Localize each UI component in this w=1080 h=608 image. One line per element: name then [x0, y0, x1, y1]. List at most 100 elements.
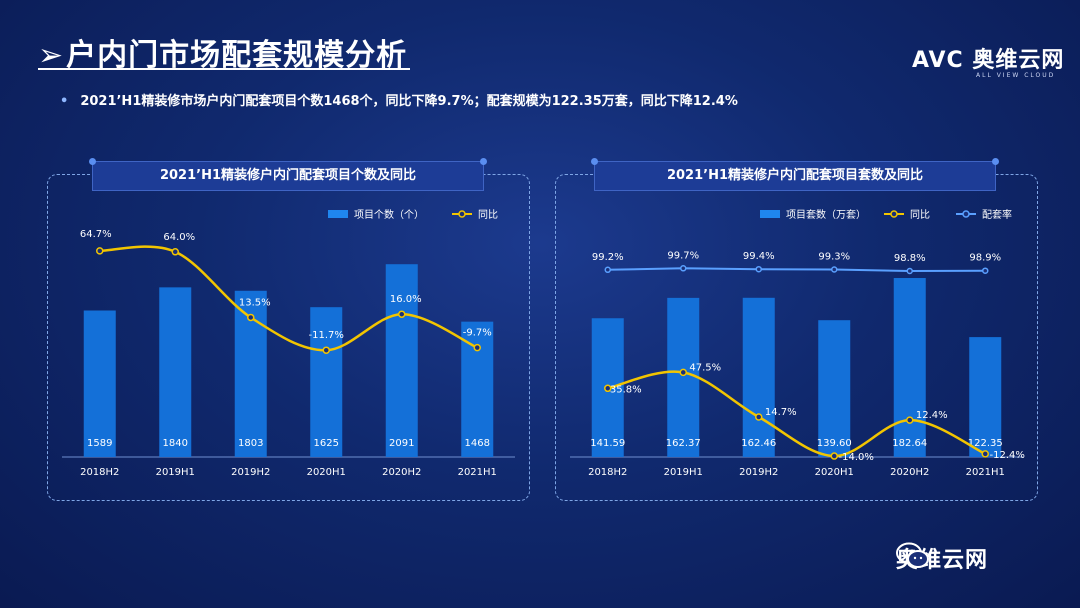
yoy-value-label: 16.0% [390, 294, 422, 305]
title-dot-left-icon [591, 158, 598, 165]
page-title-text: 户内门市场配套规模分析 [66, 38, 408, 73]
rate-point [982, 267, 989, 274]
bar [742, 297, 775, 457]
bar-value-label: 1468 [465, 438, 490, 449]
bar-value-label: 162.37 [666, 438, 701, 449]
bar-value-label: 1589 [87, 438, 112, 449]
chart-projects-svg: 项目个数（个） 同比 1589 2018H2 1840 2019H1 1803 2019H2 1… [62, 208, 515, 478]
yoy-point [906, 416, 914, 424]
x-tick-label: 2019H2 [739, 467, 778, 478]
bar [385, 264, 418, 457]
bar-value-label: 182.64 [892, 438, 927, 449]
rate-point [604, 266, 611, 274]
bar [667, 297, 700, 457]
series-line-rate [607, 267, 986, 273]
legend-marker-rate [962, 210, 970, 218]
yoy-value-label: 64.0% [163, 232, 195, 243]
chart-title-sets: 2021’H1精装修户内门配套项目套数及同比 [591, 158, 999, 191]
chart-title-sets-text: 2021’H1精装修户内门配套项目套数及同比 [666, 168, 924, 183]
bar [969, 337, 1002, 457]
bar [83, 310, 116, 457]
x-tick-label: 2021H1 [966, 467, 1005, 478]
bar-value-label: 1840 [163, 438, 188, 449]
yoy-point [398, 310, 406, 318]
x-tick-label: 2018H2 [80, 467, 119, 478]
rate-value-label: 99.2% [592, 252, 624, 263]
legend-marker-yoy [458, 210, 466, 218]
x-tick-label: 2020H1 [307, 467, 346, 478]
legend-swatch-bar [328, 210, 348, 218]
yoy-point [981, 450, 989, 458]
title-underline [38, 68, 410, 70]
bullet-dot-icon: • [60, 94, 69, 109]
legend-label: 项目个数（个） [354, 208, 424, 221]
yoy-value-label: -9.7% [463, 328, 492, 339]
bar-value-label: 162.46 [741, 438, 776, 449]
rate-value-label: 99.7% [667, 250, 699, 261]
bar [893, 278, 926, 457]
summary-text: 2021’H1精装修市场户内门配套项目个数1468个，同比下降9.7%；配套规模… [80, 94, 738, 109]
logo-main-text: AVC 奥维云网 [912, 48, 1065, 73]
chart-panel-projects: 2021’H1精装修户内门配套项目个数及同比 项目个数（个） 同比 1589 2018… [47, 158, 530, 501]
wechat-icon [896, 542, 929, 568]
legend-label: 配套率 [982, 208, 1012, 221]
brand-logo: AVC 奥维云网 ALL VIEW CLOUD [912, 42, 1064, 79]
watermark: 奥维云网 [896, 542, 988, 574]
x-tick-label: 2018H2 [588, 467, 627, 478]
chart-sets-svg: 项目套数（万套） 同比 配套率 141.59 2018H2 162.37 2019H1 162… [570, 208, 1025, 478]
bar-value-label: 122.35 [968, 438, 1003, 449]
title-dot-right-icon [992, 158, 999, 165]
yoy-point [604, 384, 612, 393]
rate-point [831, 266, 838, 273]
x-tick-label: 2019H1 [664, 467, 703, 478]
summary-bullet: • 2021’H1精装修市场户内门配套项目个数1468个，同比下降9.7%；配套规… [60, 90, 738, 109]
rate-point [755, 265, 762, 273]
yoy-value-label: 12.4% [916, 410, 948, 421]
arrow-icon: ➢ [38, 38, 65, 73]
title-dot-right-icon [480, 158, 487, 165]
x-tick-label: 2019H2 [231, 467, 270, 478]
chart-title-projects: 2021’H1精装修户内门配套项目个数及同比 [89, 158, 487, 191]
yoy-value-label: 47.5% [689, 362, 721, 373]
x-tick-label: 2020H2 [890, 467, 929, 478]
x-tick-label: 2020H2 [382, 467, 421, 478]
yoy-value-label: -14.0% [839, 452, 874, 463]
rate-point [680, 265, 687, 272]
x-tick-label: 2020H1 [815, 467, 854, 478]
yoy-point [679, 368, 687, 377]
title-dot-left-icon [89, 158, 96, 165]
yoy-point [322, 346, 330, 354]
yoy-point [830, 452, 838, 460]
logo-sub-text: ALL VIEW CLOUD [976, 72, 1056, 79]
rate-point [906, 267, 913, 275]
bar-value-label: 141.59 [590, 438, 625, 449]
bar [159, 287, 192, 457]
yoy-value-label: 14.7% [765, 407, 797, 418]
bar-value-label: 2091 [389, 438, 414, 449]
yoy-point [96, 247, 104, 255]
legend-label: 同比 [910, 209, 930, 221]
x-tick-label: 2019H1 [156, 467, 195, 478]
rate-value-label: 98.8% [894, 253, 926, 264]
bar [818, 320, 851, 457]
legend-swatch-bar [760, 210, 780, 218]
yoy-value-label: -11.7% [309, 330, 344, 341]
bar [310, 307, 343, 457]
rate-value-label: 99.3% [818, 252, 850, 263]
page-title: ➢户内门市场配套规模分析 [38, 30, 407, 74]
yoy-point [247, 313, 255, 322]
chart-panel-sets: 2021’H1精装修户内门配套项目套数及同比 项目套数（万套） 同比 配套率 141.… [555, 158, 1038, 501]
yoy-value-label: 13.5% [239, 297, 271, 308]
yoy-value-label: 64.7% [80, 229, 112, 240]
yoy-value-label: 35.8% [610, 384, 642, 395]
bar-value-label: 1625 [314, 438, 339, 449]
bar-value-label: 1803 [238, 438, 263, 449]
legend-marker-yoy [890, 210, 898, 218]
legend-label: 项目套数（万套） [786, 208, 866, 221]
yoy-point [473, 343, 481, 352]
legend-label: 同比 [478, 209, 498, 221]
x-tick-label: 2021H1 [458, 467, 497, 478]
yoy-point [755, 413, 763, 421]
yoy-point [171, 248, 179, 256]
bar-value-label: 139.60 [817, 438, 852, 449]
